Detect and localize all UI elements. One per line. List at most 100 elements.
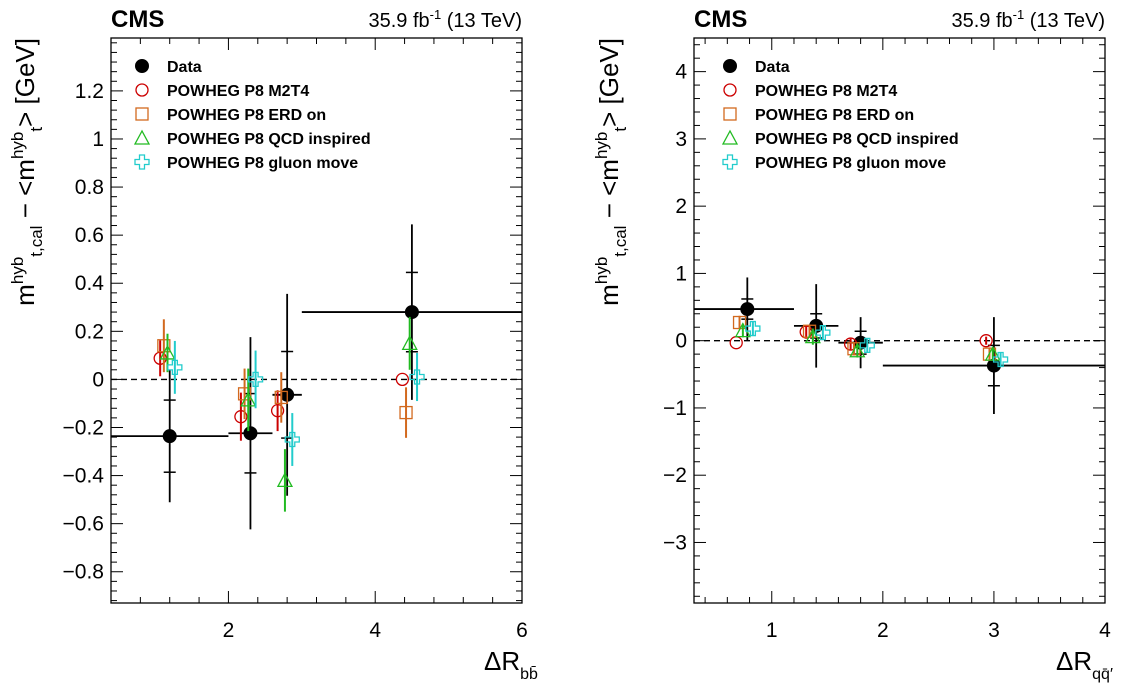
legend-label: POWHEG P8 QCD inspired [167, 131, 371, 148]
data-point [159, 344, 176, 360]
ylabel-sub2: t [27, 127, 46, 132]
energy-label: (13 TeV) [1024, 10, 1105, 32]
legend-marker [135, 59, 149, 73]
left-panel: CMS 35.9 fb-1 (13 TeV) 2 4 6 −0.8 −0.6 −0.4 −0.2… [8, 6, 538, 683]
legend-marker [721, 129, 739, 145]
legend-marker [723, 107, 737, 121]
legend-label: POWHEG P8 M2T4 [755, 83, 897, 100]
data-point [247, 371, 264, 388]
ylabel-sup: hyb [592, 257, 611, 284]
legend-label: POWHEG P8 M2T4 [167, 83, 309, 100]
data-point [979, 334, 993, 348]
legend-label: POWHEG P8 QCD inspired [755, 131, 959, 148]
y-axis-label: mhybt,cal − <mhybt> [GeV] [8, 38, 46, 306]
lumi-exponent: -1 [1013, 7, 1025, 22]
ylabel-tail: > [GeV] [10, 38, 40, 127]
y-tick-label: 0.8 [75, 176, 104, 199]
y-tick-label: 0.6 [75, 224, 104, 247]
right-panel: CMS 35.9 fb-1 (13 TeV)1 2 3 4−3−2−101234mhyb… [592, 6, 1113, 683]
y-tick-label: 1 [675, 262, 687, 285]
ylabel-m: m [594, 284, 624, 306]
data-point [815, 324, 831, 341]
series-powheg-p8-erd-on [157, 319, 413, 438]
ylabel-sub2: t [611, 127, 630, 132]
xlabel-main: ΔR [1056, 646, 1092, 676]
x-tick-label: 6 [516, 619, 528, 642]
y-tick-label: −0.6 [63, 513, 104, 536]
y-tick-label: −2 [663, 464, 687, 487]
data-point [859, 337, 875, 354]
y-tick-label: 3 [675, 128, 687, 151]
y-tick-label: 0.4 [75, 272, 105, 295]
legend-marker [135, 107, 149, 121]
x-tick-label: 2 [877, 619, 889, 642]
energy-label: (13 TeV) [441, 10, 522, 32]
data-point [804, 328, 821, 344]
legend-marker [134, 154, 150, 170]
y-tick-label: −1 [663, 397, 687, 420]
legend-marker [723, 83, 737, 97]
ylabel-sup: hyb [8, 257, 27, 284]
legend-label: POWHEG P8 ERD on [755, 107, 914, 124]
luminosity-label: 35.9 fb-1 (13 TeV) [368, 7, 522, 32]
xlabel-sub: bb̄ [520, 666, 538, 683]
data-point [243, 426, 258, 441]
y-tick-label: −0.4 [63, 465, 105, 488]
xlabel-main: ΔR [484, 646, 520, 676]
data-point [740, 302, 755, 317]
ylabel-sup2: hyb [592, 132, 611, 159]
legend-label: POWHEG P8 gluon move [167, 155, 358, 172]
data-point [984, 345, 1001, 361]
lumi-value: 35.9 fb [368, 10, 429, 32]
xlabel-sub: qq̄′ [1092, 666, 1113, 683]
data-point [274, 390, 288, 405]
legend-marker [133, 129, 151, 145]
data-point [162, 429, 177, 444]
y-tick-label: 0 [675, 330, 687, 353]
legend-label: POWHEG P8 gluon move [755, 155, 946, 172]
cms-label: CMS [694, 6, 747, 33]
data-point [276, 472, 294, 488]
series-data [694, 277, 1105, 414]
series-powheg-p8-qcd-inspired [159, 316, 418, 512]
y-tick-label: −3 [663, 531, 687, 554]
data-point [729, 336, 743, 350]
x-tick-label: 4 [1099, 619, 1111, 642]
data-point [167, 359, 183, 376]
data-point [409, 369, 425, 385]
legend-marker [722, 154, 738, 170]
luminosity-label: 35.9 fb-1 (13 TeV) [951, 7, 1105, 32]
cms-label: CMS [111, 6, 164, 33]
x-tick-label: 1 [766, 619, 778, 642]
x-axis-label: ΔRqq̄′ [1056, 646, 1113, 683]
y-tick-label: 4 [675, 61, 687, 84]
data-point [745, 320, 761, 337]
x-tick-label: 4 [369, 619, 381, 642]
series-data [111, 224, 522, 530]
data-point [401, 334, 418, 350]
y-tick-label: 2 [675, 195, 687, 218]
data-point [395, 372, 410, 387]
data-point [399, 405, 413, 420]
y-tick-label: −0.2 [63, 416, 104, 439]
series-powheg-p8-gluon-move [167, 340, 425, 466]
y-tick-label: 0 [92, 368, 104, 391]
x-axis-label: ΔRbb̄ [484, 646, 538, 683]
ylabel-mid: − <m [10, 159, 40, 225]
legend-label: Data [755, 59, 790, 76]
lumi-exponent: -1 [430, 7, 442, 22]
y-tick-label: 1.2 [75, 80, 104, 103]
data-point [404, 305, 419, 320]
legend-label: POWHEG P8 ERD on [167, 107, 326, 124]
ylabel-sub: t,cal [611, 226, 630, 257]
data-point [270, 404, 285, 418]
data-point [992, 351, 1009, 368]
ylabel-mid: − <m [594, 159, 624, 225]
x-tick-label: 2 [223, 619, 235, 642]
legend-marker [135, 83, 149, 97]
data-point [234, 410, 248, 424]
data-point [240, 391, 257, 407]
y-tick-label: 1 [92, 128, 104, 151]
y-axis-label: mhybt,cal − <mhybt> [GeV] [592, 38, 630, 306]
